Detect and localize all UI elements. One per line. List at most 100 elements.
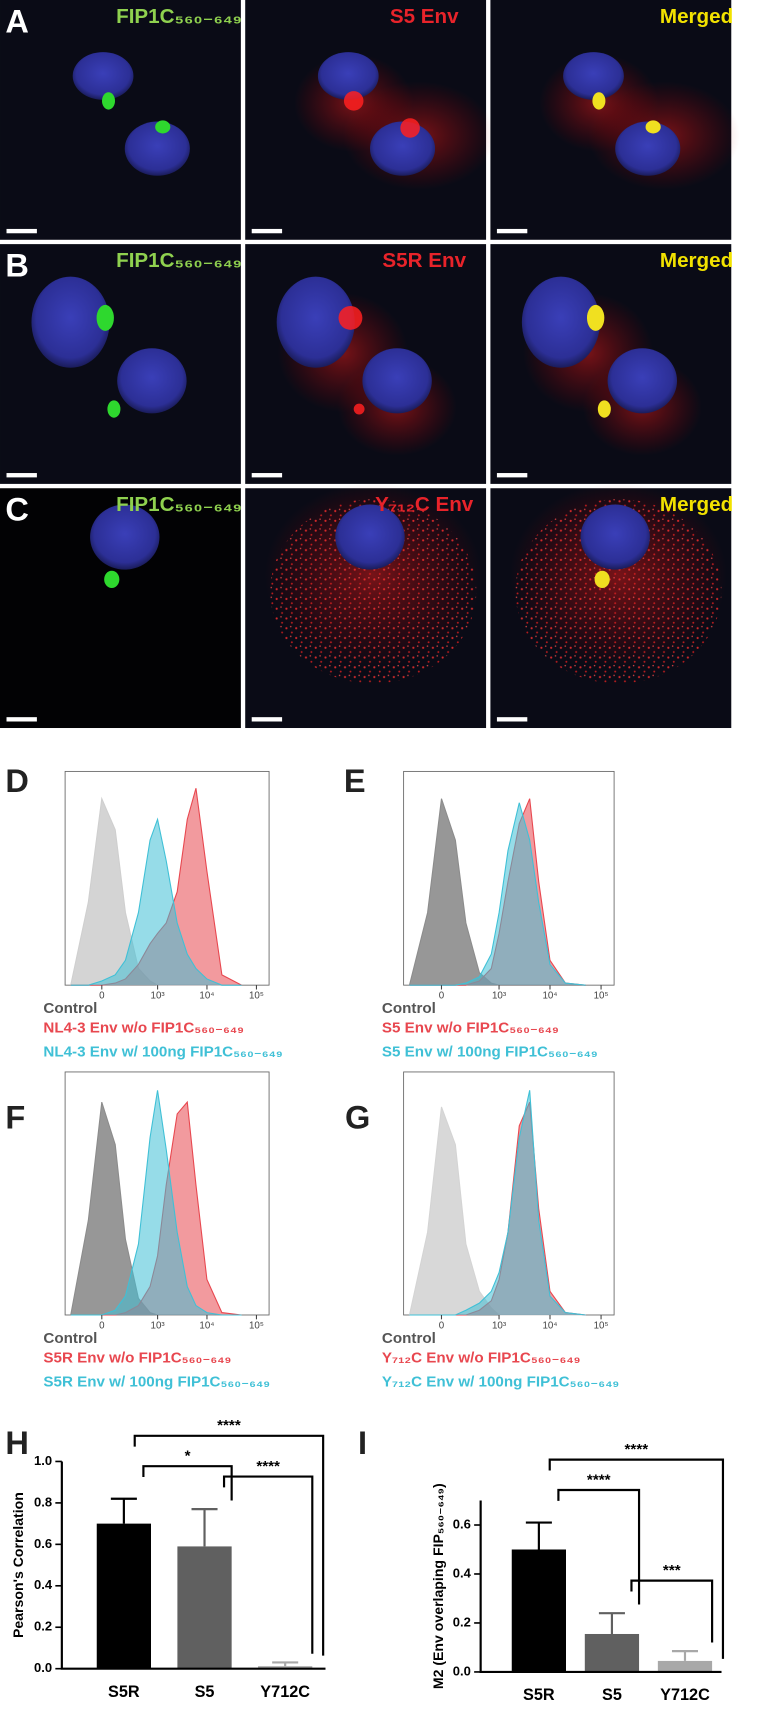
channel-label: FIP1C₅₆₀₋₆₄₉ [116, 249, 242, 272]
x-tick-label: 10³ [151, 991, 166, 1002]
micrograph: S5 Env [245, 0, 495, 240]
channel-label: Merged [660, 249, 733, 272]
error-bar [671, 1650, 699, 1661]
density-curve [70, 1090, 242, 1316]
y-tick-label: 0.0 [453, 1663, 471, 1678]
y-axis-label: Pearson's Correlation [10, 1492, 26, 1638]
density-curve [70, 817, 242, 986]
env-speckle [270, 499, 477, 684]
legend-entry: Control [382, 1000, 436, 1017]
x-tick-label: 10³ [151, 1320, 166, 1331]
micrograph-bg [0, 0, 241, 240]
micrograph: S5R Env [245, 244, 487, 484]
x-tick-label: 10⁵ [594, 1320, 609, 1331]
scale-bar [6, 717, 37, 722]
axes [479, 1500, 722, 1674]
panel-letter: I [358, 1425, 367, 1461]
channel-label: S5 Env [390, 5, 459, 28]
x-tick-label: 10⁴ [199, 1320, 214, 1331]
y-tick-label: 0.2 [34, 1619, 52, 1634]
scale-bar [251, 717, 283, 722]
nucleus [276, 276, 355, 368]
y-tick-label: 0.6 [34, 1536, 52, 1551]
category-label: S5 [602, 1686, 622, 1704]
significance-bracket [133, 1434, 325, 1656]
x-tick-label: 10⁴ [542, 1320, 557, 1331]
nucleus [369, 121, 436, 176]
x-tick-label: 10⁵ [249, 1320, 264, 1331]
significance-label: **** [217, 1417, 241, 1434]
y-tick-label: 1.0 [34, 1453, 52, 1468]
scale-bar [6, 473, 37, 478]
legend-entry: S5R Env w/o FIP1C₅₆₀₋₆₄₉ [43, 1349, 231, 1366]
bar [258, 1666, 313, 1669]
fip-spot [96, 304, 114, 331]
legend-entry: Y₇₁₂C Env w/o FIP1C₅₆₀₋₆₄₉ [382, 1349, 581, 1366]
micrograph: Y₇₁₂C Env [245, 482, 487, 729]
panel-letter: A [5, 3, 29, 39]
legend-entry: Control [43, 1000, 97, 1017]
x-tick-label: 0 [99, 991, 105, 1002]
channel-label: Merged [660, 5, 733, 28]
significance-label: *** [663, 1562, 681, 1579]
fip-spot [107, 400, 121, 418]
env-spot [343, 91, 364, 111]
x-tick-label: 10⁴ [199, 991, 214, 1002]
nucleus [362, 348, 432, 414]
channel-label: S5R Env [382, 249, 466, 272]
significance-bracket [548, 1458, 725, 1659]
legend-entry: S5R Env w/ 100ng FIP1C₅₆₀₋₆₄₉ [43, 1373, 270, 1390]
x-tick-label: 10⁵ [594, 991, 609, 1002]
nucleus [317, 52, 379, 100]
significance-bracket [142, 1465, 233, 1501]
x-tick-label: 10³ [492, 991, 507, 1002]
y-tick-label: 0.4 [453, 1565, 472, 1580]
micrograph: Merged [490, 244, 733, 484]
panel-letter: G [345, 1099, 370, 1135]
scale-bar [496, 473, 528, 478]
category-label: S5R [523, 1686, 555, 1704]
significance-bracket [557, 1488, 641, 1605]
panel-letter: F [5, 1099, 25, 1135]
scale-bar [6, 228, 37, 234]
nucleus [90, 504, 160, 570]
bar [177, 1546, 232, 1669]
legend-entry: S5 Env w/ 100ng FIP1C₅₆₀₋₆₄₉ [382, 1043, 598, 1060]
bar [96, 1523, 151, 1669]
category-label: S5 [195, 1683, 215, 1701]
legend-entry: NL4-3 Env w/o FIP1C₅₆₀₋₆₄₉ [43, 1020, 244, 1037]
micrograph: Merged [490, 0, 740, 240]
nucleus [72, 52, 134, 100]
significance-bracket [630, 1579, 714, 1643]
env-spot [338, 305, 363, 330]
legend-entry: Control [43, 1330, 97, 1347]
env-spot [400, 118, 420, 138]
x-tick-label: 0 [99, 1320, 105, 1331]
nucleus [580, 504, 650, 570]
panel-letter: C [5, 492, 29, 528]
micrograph: FIP1C₅₆₀₋₆₄₉ [0, 488, 242, 729]
nucleus [521, 276, 600, 368]
fip-spot [104, 570, 120, 589]
y-tick-label: 0.0 [34, 1660, 52, 1675]
x-tick-label: 10³ [492, 1320, 507, 1331]
legend-entry: Y₇₁₂C Env w/ 100ng FIP1C₅₆₀₋₆₄₉ [382, 1373, 619, 1390]
error-bar [525, 1521, 552, 1550]
channel-label: Y₇₁₂C Env [375, 493, 474, 516]
significance-label: **** [256, 1458, 280, 1475]
error-bar [191, 1508, 218, 1547]
significance-bracket [222, 1475, 314, 1654]
x-tick-label: 10⁵ [249, 991, 264, 1002]
bar [584, 1633, 640, 1672]
significance-label: **** [587, 1471, 611, 1488]
nucleus [124, 121, 190, 176]
micrograph: FIP1C₅₆₀₋₆₄₉ [0, 0, 242, 240]
panel-letter: H [5, 1425, 29, 1461]
fip-spot [597, 400, 611, 418]
bar [657, 1660, 713, 1672]
x-tick-label: 0 [439, 991, 445, 1002]
env-spot [353, 403, 365, 415]
error-bar [598, 1612, 625, 1634]
axes [60, 1461, 326, 1670]
panel-letter: B [5, 248, 29, 284]
